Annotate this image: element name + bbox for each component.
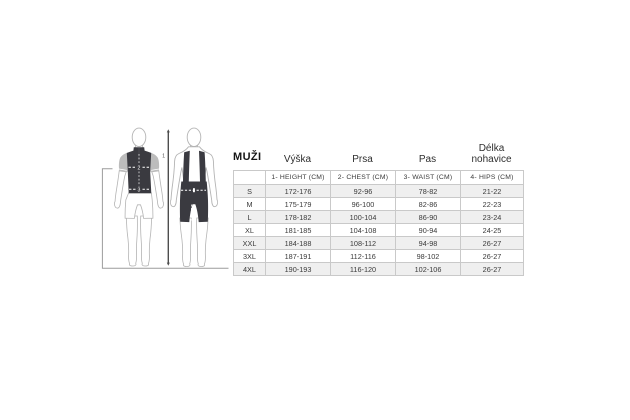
table-row: 3XL 187-191 112-116 98-102 26-27 — [233, 249, 524, 263]
jersey-sleeve-right — [150, 152, 160, 172]
table-row: XL 181-185 104-108 90-94 24-25 — [233, 223, 524, 237]
cell-size: XL — [233, 223, 266, 237]
jersey-torso — [126, 147, 152, 194]
cell-prsa: 104-108 — [330, 223, 396, 237]
table-row: L 178-182 100-104 86-90 23-24 — [233, 210, 524, 224]
cell-prsa: 100-104 — [330, 210, 396, 224]
cell-prsa: 96-100 — [330, 197, 396, 211]
cell-delka: 26-27 — [460, 262, 524, 276]
jersey-figure: 2 3 — [114, 127, 164, 267]
bib-strap-right — [199, 150, 206, 182]
hip-center-marker — [193, 188, 195, 193]
size-chart-table: 1- HEIGHT (CM) 2- CHEST (CM) 3- WAIST (C… — [233, 170, 524, 276]
cell-vyska: 184-188 — [265, 236, 331, 250]
measurement-figures-illustration: 1 2 3 — [101, 127, 229, 269]
sub-header-chest: 2- CHEST (CM) — [330, 170, 396, 185]
table-row: XXL 184-188 108-112 94-98 26-27 — [233, 236, 524, 250]
bib-shorts — [179, 181, 209, 223]
cell-prsa: 92-96 — [330, 184, 396, 198]
column-header-pas: Pas — [418, 154, 437, 165]
cell-size: M — [233, 197, 266, 211]
cell-size: XXL — [233, 236, 266, 250]
cell-delka: 21-22 — [460, 184, 524, 198]
cell-delka: 26-27 — [460, 249, 524, 263]
sub-header-height: 1- HEIGHT (CM) — [265, 170, 331, 185]
cell-pas: 90-94 — [395, 223, 461, 237]
table-row: M 175-179 96-100 82-86 22-23 — [233, 197, 524, 211]
cell-size: S — [233, 184, 266, 198]
sub-header-waist: 3- WAIST (CM) — [395, 170, 461, 185]
cell-prsa: 112-116 — [330, 249, 396, 263]
sub-header-empty — [233, 170, 266, 185]
cell-pas: 86-90 — [395, 210, 461, 224]
cell-delka: 26-27 — [460, 236, 524, 250]
sub-header-row: 1- HEIGHT (CM) 2- CHEST (CM) 3- WAIST (C… — [233, 170, 524, 185]
column-header-prsa: Prsa — [352, 154, 373, 165]
shorts-outline — [124, 192, 154, 219]
head-back — [186, 127, 202, 147]
cell-prsa: 116-120 — [330, 262, 396, 276]
cell-size: 3XL — [233, 249, 266, 263]
inseam-dash-line — [190, 204, 193, 222]
table-header-row: MUŽI Výška Prsa Pas Délka nohavice — [233, 143, 523, 166]
cell-pas: 94-98 — [395, 236, 461, 250]
head-front — [131, 127, 147, 147]
cell-vyska: 190-193 — [265, 262, 331, 276]
sub-header-hips: 4- HIPS (CM) — [460, 170, 524, 185]
size-table-container: 1- HEIGHT (CM) 2- CHEST (CM) 3- WAIST (C… — [233, 170, 524, 276]
column-header-delka: Délka nohavice — [471, 143, 512, 165]
cell-pas: 78-82 — [395, 184, 461, 198]
table-row: S 172-176 92-96 78-82 21-22 — [233, 184, 524, 198]
bib-shorts-figure: 4 — [170, 127, 218, 267]
cell-pas: 82-86 — [395, 197, 461, 211]
cell-vyska: 181-185 — [265, 223, 331, 237]
arrow-down-icon — [166, 262, 170, 266]
cell-pas: 102-106 — [395, 262, 461, 276]
bracket-line — [101, 168, 229, 269]
measure-3-label: 3 — [138, 187, 141, 193]
arrow-up-icon — [166, 129, 170, 133]
page-title: MUŽI — [233, 151, 262, 163]
cell-vyska: 178-182 — [265, 210, 331, 224]
cell-vyska: 187-191 — [265, 249, 331, 263]
cell-prsa: 108-112 — [330, 236, 396, 250]
measure-4-label: 4 — [190, 213, 193, 219]
table-row: 4XL 190-193 116-120 102-106 26-27 — [233, 262, 524, 276]
column-header-vyska: Výška — [283, 154, 312, 165]
cell-vyska: 175-179 — [265, 197, 331, 211]
cell-size: L — [233, 210, 266, 224]
cell-vyska: 172-176 — [265, 184, 331, 198]
bib-strap-left — [183, 150, 190, 182]
cell-size: 4XL — [233, 262, 266, 276]
cell-delka: 24-25 — [460, 223, 524, 237]
cell-delka: 23-24 — [460, 210, 524, 224]
height-measure-line: 1 — [162, 129, 170, 266]
measure-1-label: 1 — [162, 154, 165, 160]
measure-2-label: 2 — [138, 165, 141, 171]
cell-pas: 98-102 — [395, 249, 461, 263]
jersey-sleeve-left — [118, 152, 128, 172]
cell-delka: 22-23 — [460, 197, 524, 211]
